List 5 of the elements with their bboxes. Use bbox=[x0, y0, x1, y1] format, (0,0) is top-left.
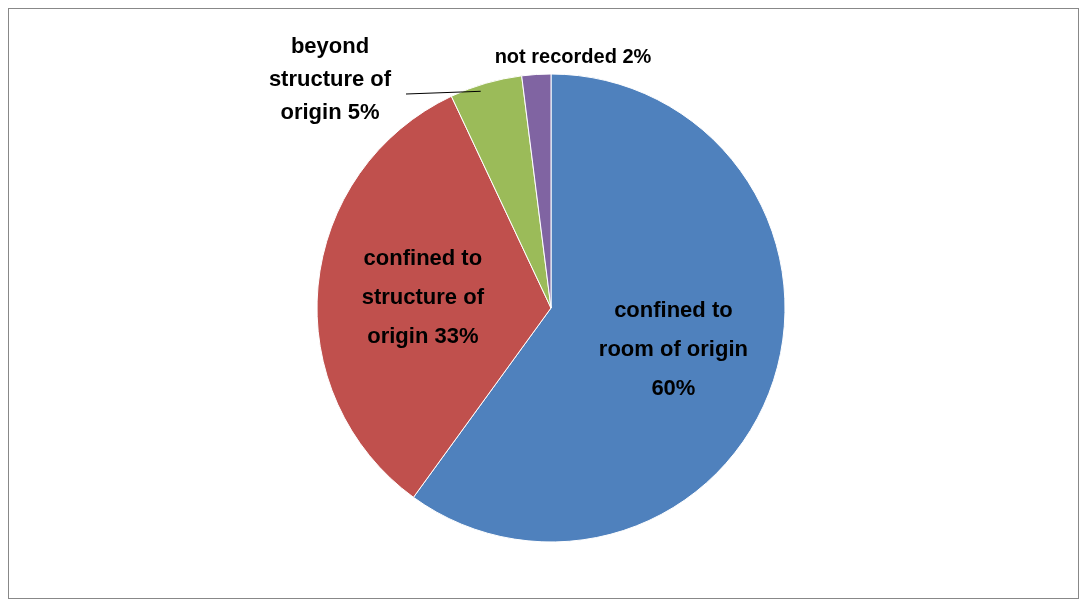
slice-label: not recorded 2% bbox=[494, 45, 652, 67]
slice-label: confined to structure of origin 33% bbox=[361, 244, 485, 348]
data-label: 60% bbox=[651, 374, 696, 400]
slice-label: confined to room of origin bbox=[598, 296, 748, 361]
slice-label: beyond structure of origin 5% bbox=[268, 33, 392, 124]
